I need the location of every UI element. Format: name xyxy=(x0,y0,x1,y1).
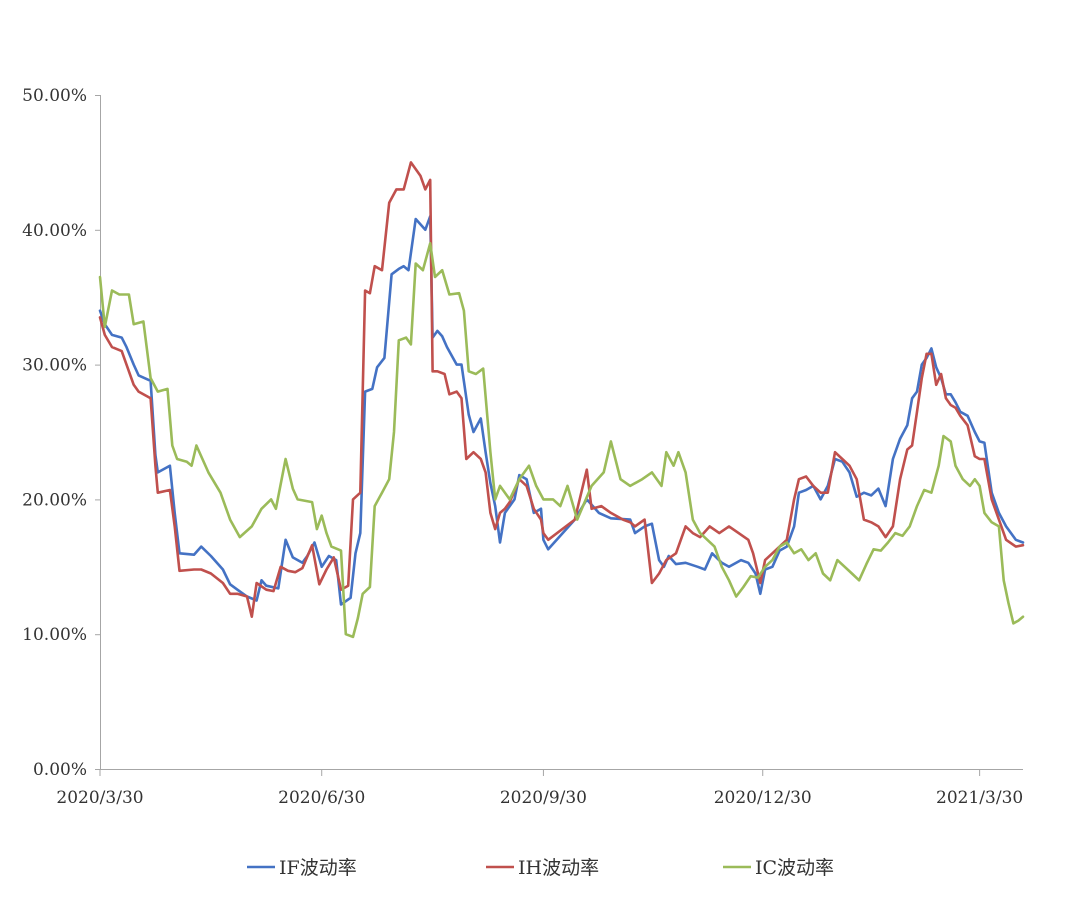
y-tick-label: 30.00% xyxy=(22,356,87,376)
series-line-3 xyxy=(98,242,1025,639)
y-axis: 0.00% 10.00% 20.00% 30.00% 40.00% 50.00% xyxy=(22,86,101,780)
x-tick-label: 2020/9/30 xyxy=(500,788,587,808)
y-tick-label: 40.00% xyxy=(22,221,87,241)
x-tick-group: 2020/3/30 2020/6/30 2020/9/30 2020/12/30 202… xyxy=(56,769,1023,808)
y-tick-label: 0.00% xyxy=(33,760,87,780)
y-tick-label: 20.00% xyxy=(22,490,87,510)
legend-label: IH波动率 xyxy=(518,857,599,879)
legend-label: IC波动率 xyxy=(755,857,834,879)
series-line-1 xyxy=(98,215,1025,606)
x-tick-label: 2020/3/30 xyxy=(56,788,143,808)
y-tick-group: 0.00% 10.00% 20.00% 30.00% 40.00% 50.00% xyxy=(22,86,100,780)
x-axis: 2020/3/30 2020/6/30 2020/9/30 2020/12/30 202… xyxy=(56,769,1023,808)
legend: IF波动率 IH波动率 IC波动率 xyxy=(247,857,834,879)
x-tick-label: 2020/6/30 xyxy=(278,788,365,808)
y-tick-label: 50.00% xyxy=(22,86,87,106)
x-tick-label: 2021/3/30 xyxy=(936,788,1023,808)
series-lines xyxy=(98,161,1025,639)
series-line-2 xyxy=(98,161,1025,618)
legend-label: IF波动率 xyxy=(279,857,357,879)
y-tick-label: 10.00% xyxy=(22,625,87,645)
x-tick-label: 2020/12/30 xyxy=(714,788,812,808)
